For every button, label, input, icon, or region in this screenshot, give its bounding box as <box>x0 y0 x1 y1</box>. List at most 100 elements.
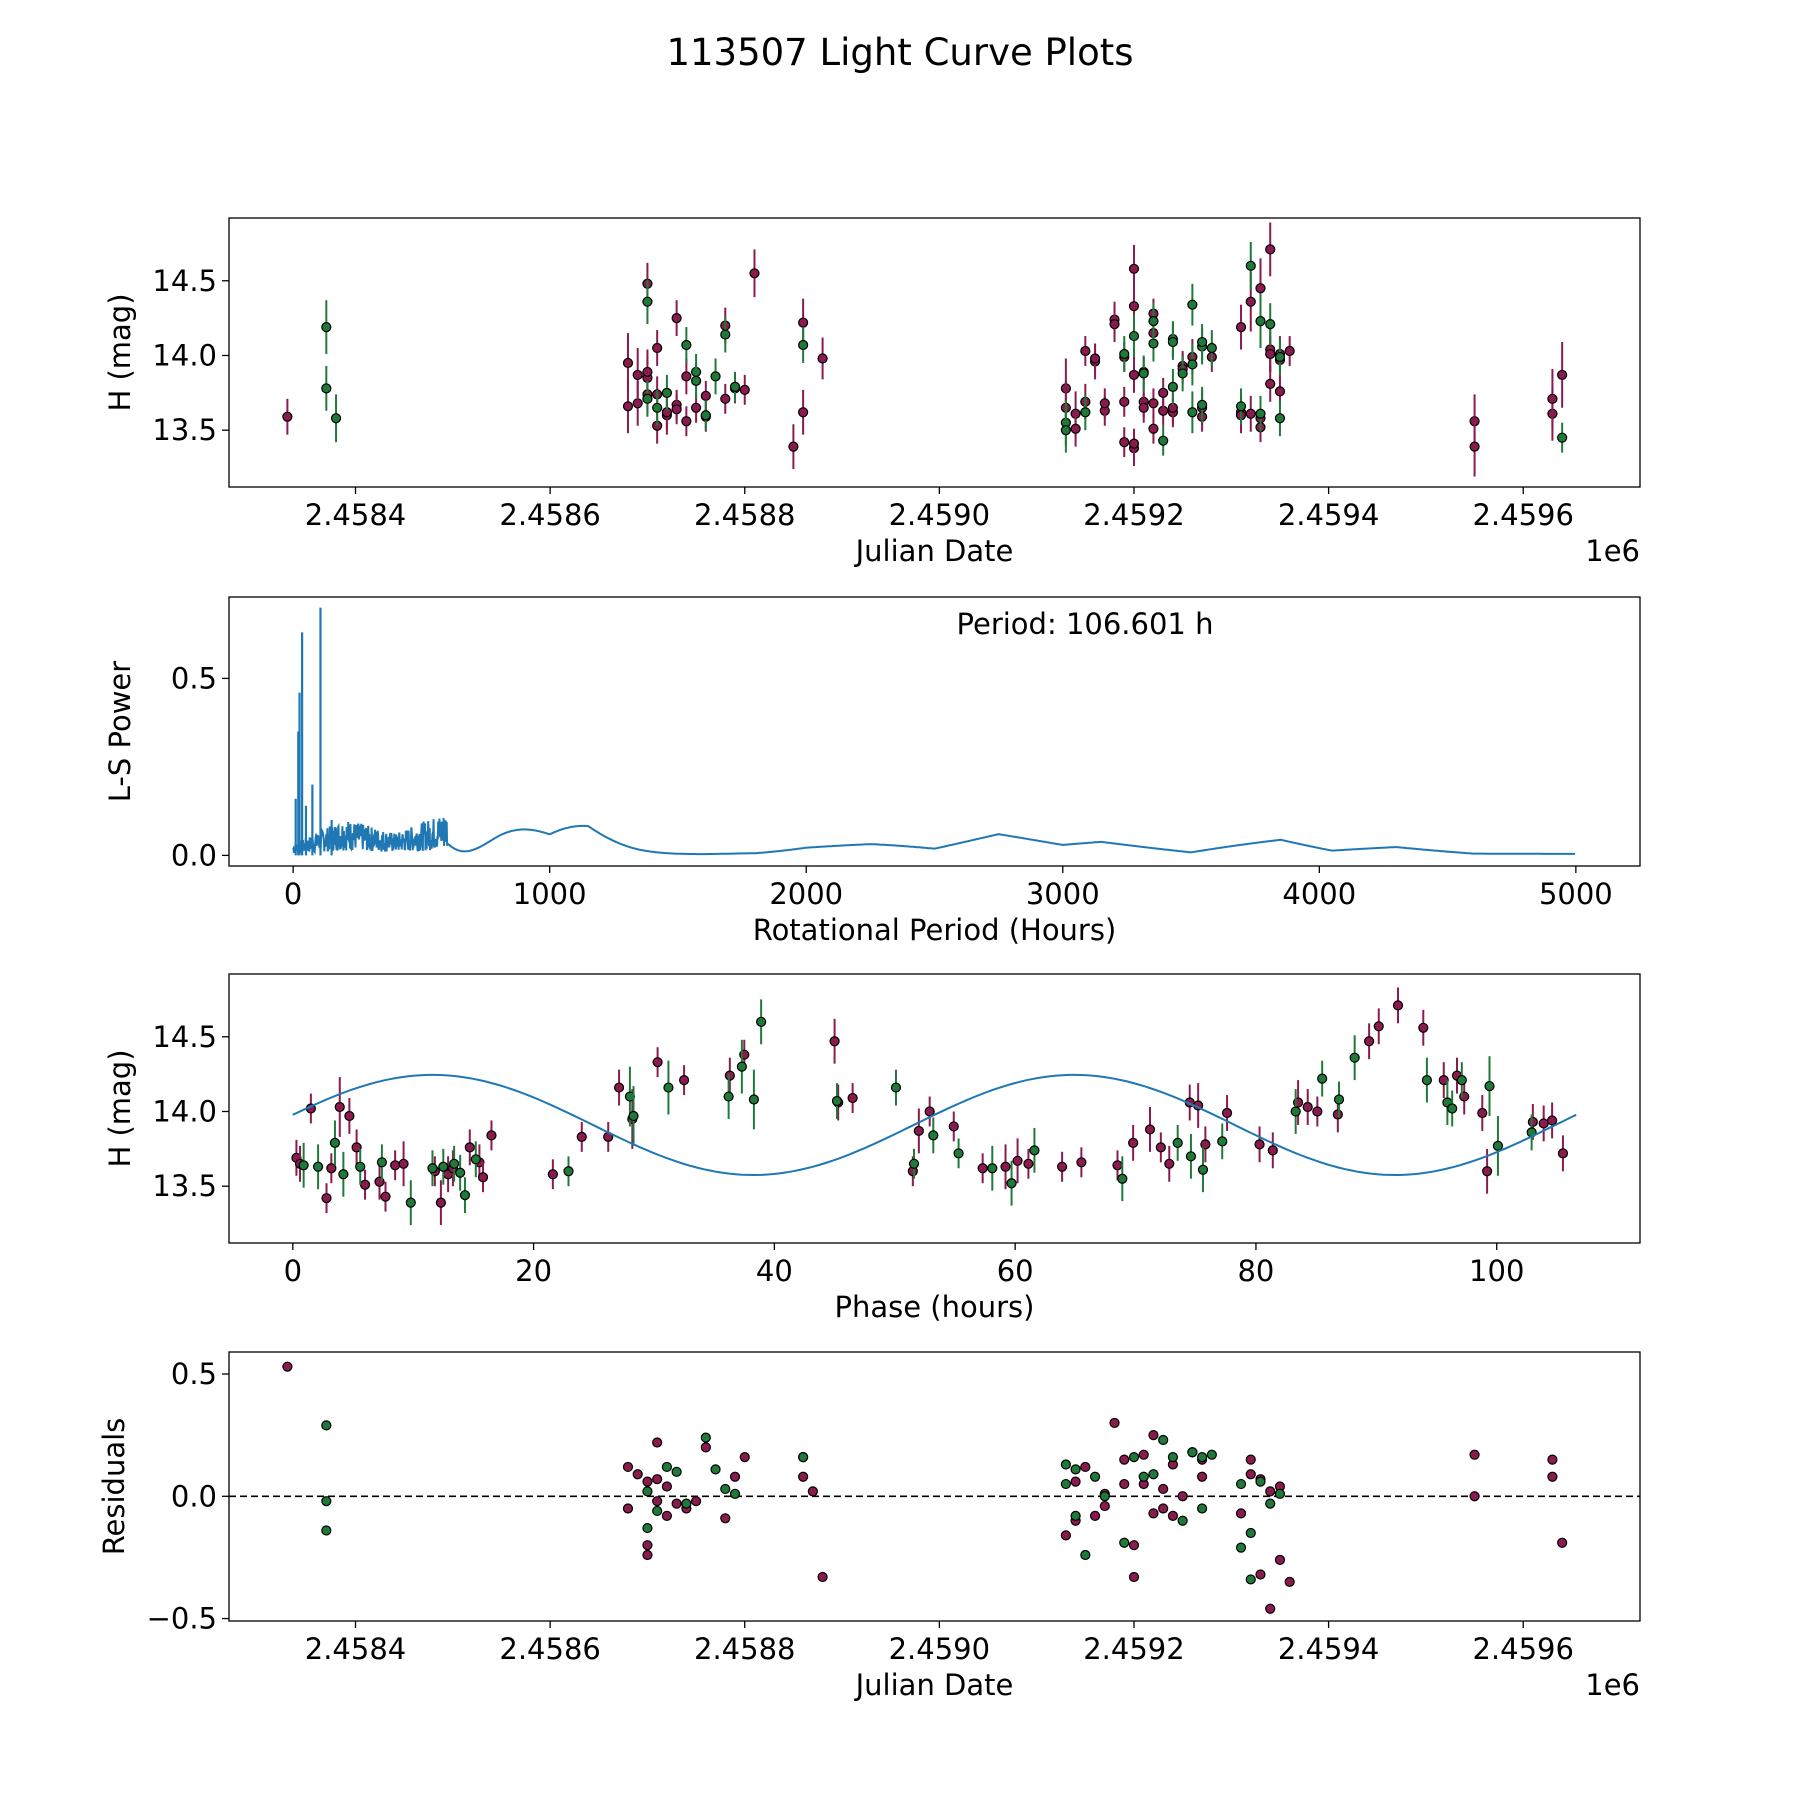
data-point-green <box>729 381 741 392</box>
data-point-magenta <box>351 1142 362 1153</box>
data-point-green <box>321 321 332 333</box>
data-point-magenta <box>1023 1158 1034 1169</box>
x-axis-label: Phase (hours) <box>835 1290 1035 1324</box>
data-point-magenta <box>1158 387 1169 398</box>
data-point-green <box>298 1160 309 1171</box>
data-point-magenta <box>1418 1022 1429 1033</box>
data-point-green <box>1255 316 1266 327</box>
data-point-magenta <box>1080 345 1091 357</box>
data-point-magenta <box>681 371 692 382</box>
data-point-green <box>1447 1103 1458 1114</box>
data-point-green <box>427 1163 438 1174</box>
data-point-green <box>1029 1145 1040 1156</box>
data-point-magenta <box>1255 1569 1266 1580</box>
data-point-green <box>338 1169 349 1180</box>
y-tick-label: 14.5 <box>152 1020 217 1054</box>
data-point-magenta <box>1000 1161 1011 1172</box>
x-tick-label: 3000 <box>1026 877 1100 911</box>
x-tick-label: 2.4594 <box>1278 1632 1379 1666</box>
data-point-magenta <box>1392 1000 1404 1011</box>
data-point-magenta <box>334 1101 345 1113</box>
data-point-green <box>1255 408 1266 419</box>
x-axis-label: Rotational Period (Hours) <box>753 913 1117 947</box>
data-point-green <box>1148 316 1159 327</box>
data-point-green <box>1187 299 1198 310</box>
data-point-magenta <box>798 407 809 418</box>
data-point-green <box>710 1464 721 1475</box>
data-point-green <box>642 1486 653 1497</box>
data-point-magenta <box>1158 1483 1169 1495</box>
data-point-magenta <box>282 411 293 422</box>
data-point-magenta <box>1119 396 1130 407</box>
data-point-green <box>1119 1537 1130 1548</box>
data-point-magenta <box>486 1130 497 1141</box>
data-point-green <box>321 1525 332 1536</box>
data-point-magenta <box>1547 1115 1558 1126</box>
x-tick-label: 2.4584 <box>305 498 406 532</box>
data-point-green <box>1245 1574 1256 1585</box>
y-axis-label: H (mag) <box>103 1049 137 1167</box>
data-point-magenta <box>1245 296 1256 307</box>
data-point-magenta <box>1148 1508 1159 1519</box>
data-point-magenta <box>729 1471 741 1482</box>
data-point-green <box>563 1166 574 1177</box>
data-point-green <box>1177 1515 1188 1526</box>
data-point-magenta <box>1557 369 1568 381</box>
data-point-green <box>1235 1542 1247 1553</box>
data-point-magenta <box>642 366 653 378</box>
data-point-magenta <box>622 357 634 369</box>
data-point-green <box>455 1167 466 1178</box>
data-point-magenta <box>632 369 643 381</box>
data-point-green <box>1187 359 1198 370</box>
plot-frame <box>228 217 1641 488</box>
data-point-green <box>628 1110 639 1122</box>
data-point-green <box>1187 1447 1198 1458</box>
data-point-magenta <box>1274 386 1286 397</box>
data-point-magenta <box>671 1498 682 1509</box>
data-point-green <box>1245 260 1256 271</box>
x-axis-label: Julian Date <box>854 1668 1014 1702</box>
data-point-green <box>1117 1173 1128 1184</box>
lightcurve-panel: 2.4584 2.4586 2.4588 2.4590 2.4592 2.4594 2.45… <box>103 217 1641 568</box>
data-point-green <box>987 1163 998 1174</box>
data-point-green <box>1060 1459 1071 1470</box>
data-point-green <box>1197 399 1208 410</box>
data-point-green <box>663 1082 674 1093</box>
data-point-magenta <box>1373 1021 1384 1032</box>
data-point-green <box>1089 1471 1101 1482</box>
data-point-magenta <box>613 1082 625 1093</box>
data-point-green <box>1265 319 1276 330</box>
data-point-magenta <box>1265 378 1276 389</box>
data-point-green <box>1187 407 1198 418</box>
data-point-magenta <box>1112 1160 1123 1171</box>
data-point-green <box>1235 1478 1247 1490</box>
data-point-magenta <box>1148 398 1159 409</box>
data-point-green <box>798 1452 809 1463</box>
data-point-green <box>1206 1449 1217 1460</box>
data-point-magenta <box>924 1106 935 1117</box>
data-point-green <box>890 1082 902 1093</box>
data-point-green <box>1158 435 1169 446</box>
x-tick-label: 2.4588 <box>694 1632 795 1666</box>
data-point-green <box>690 375 702 386</box>
data-point-magenta <box>1469 1449 1480 1460</box>
data-point-magenta <box>1128 1571 1140 1583</box>
data-point-green <box>681 339 692 351</box>
data-point-magenta <box>739 384 750 395</box>
data-point-magenta <box>1557 1148 1569 1159</box>
data-point-magenta <box>380 1191 391 1202</box>
data-point-green <box>652 402 663 413</box>
data-point-green <box>1197 336 1208 348</box>
data-point-magenta <box>1235 1508 1247 1519</box>
data-point-green <box>1456 1075 1467 1086</box>
data-point-magenta <box>1265 1603 1276 1614</box>
data-point-green <box>1060 1478 1071 1490</box>
data-point-magenta <box>642 1540 653 1551</box>
data-point-magenta <box>1089 1510 1101 1521</box>
plot-frame <box>228 973 1641 1244</box>
data-point-green <box>312 1161 324 1172</box>
data-point-magenta <box>788 441 799 452</box>
data-point-green <box>470 1154 481 1165</box>
data-point-magenta <box>678 1075 690 1086</box>
data-point-magenta <box>1128 369 1140 381</box>
